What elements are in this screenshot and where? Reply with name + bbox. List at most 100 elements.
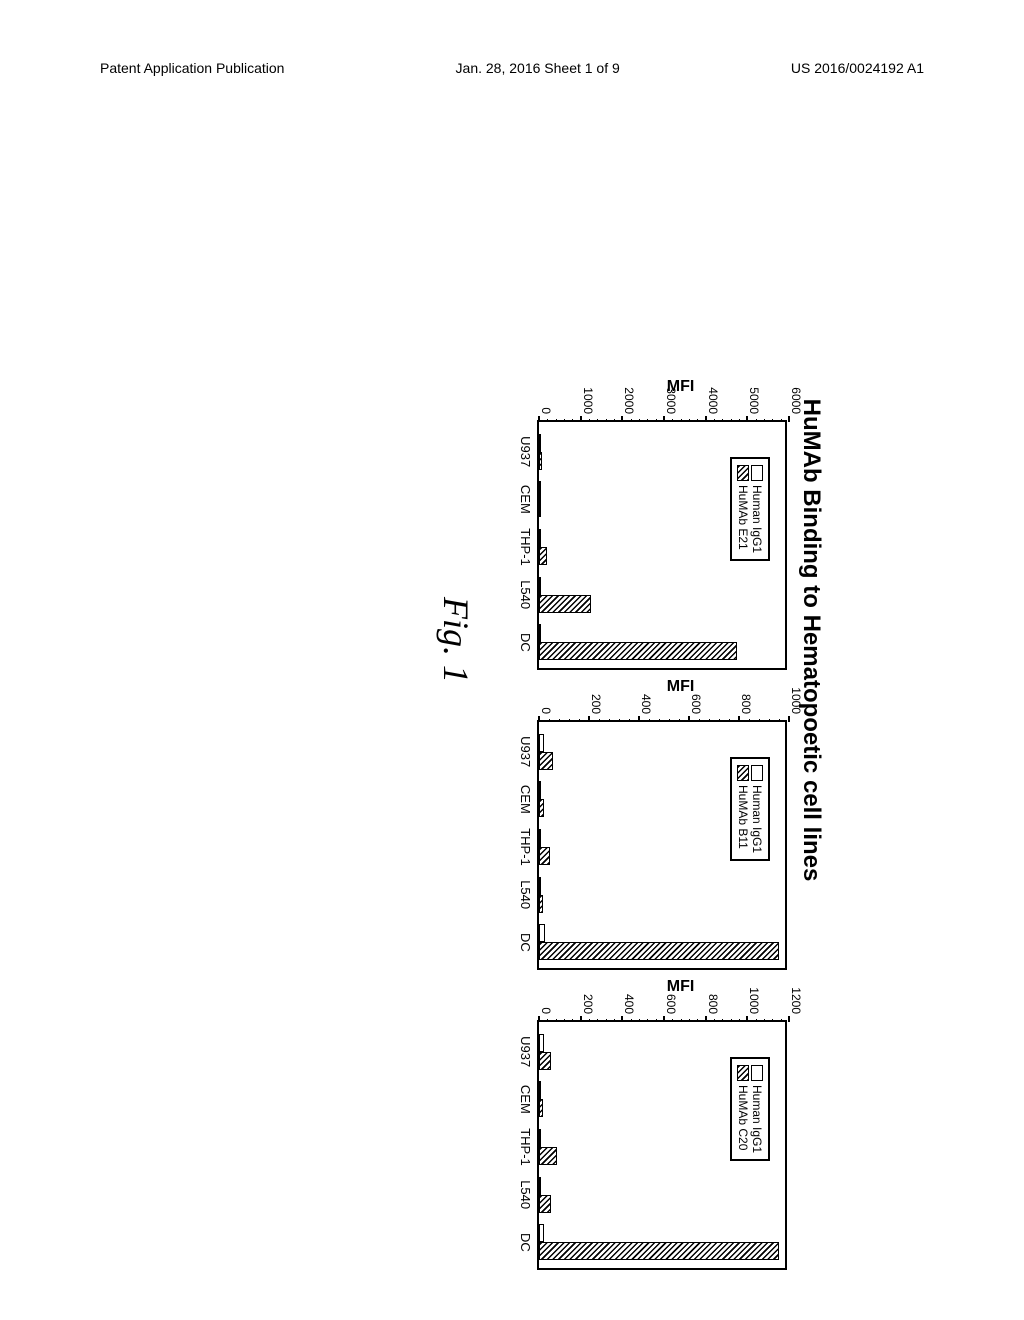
- y-minor-tick: [764, 419, 765, 422]
- bar-igg: [539, 924, 545, 942]
- y-minor-tick: [714, 419, 715, 422]
- y-tick: [788, 716, 790, 722]
- y-minor-tick: [697, 1019, 698, 1022]
- y-minor-tick: [781, 1019, 782, 1022]
- legend-swatch-hatched: [737, 1065, 749, 1081]
- legend-swatch-open: [751, 765, 763, 781]
- y-minor-tick: [731, 1019, 732, 1022]
- y-minor-tick: [669, 719, 670, 722]
- x-tick-label: THP-1: [518, 828, 533, 866]
- x-tick-label: L540: [518, 580, 533, 609]
- y-tick-label: 600: [689, 694, 703, 714]
- y-tick: [788, 416, 790, 422]
- y-tick: [588, 716, 590, 722]
- y-tick: [621, 416, 623, 422]
- bar-humab: [539, 1052, 552, 1070]
- y-minor-tick: [564, 419, 565, 422]
- y-minor-tick: [606, 1019, 607, 1022]
- y-minor-tick: [722, 1019, 723, 1022]
- bar-igg: [539, 529, 541, 547]
- bar-humab: [539, 547, 547, 565]
- y-minor-tick: [629, 719, 630, 722]
- bar-igg: [539, 734, 545, 752]
- legend-swatch-hatched: [737, 465, 749, 481]
- x-tick-label: L540: [518, 1180, 533, 1209]
- bar-humab: [539, 452, 542, 470]
- y-tick: [746, 416, 748, 422]
- bar-humab: [539, 1195, 552, 1213]
- y-minor-tick: [739, 1019, 740, 1022]
- y-tick: [538, 416, 540, 422]
- y-minor-tick: [647, 419, 648, 422]
- legend-item-test: HuMAb B11: [736, 765, 750, 853]
- y-minor-tick: [729, 719, 730, 722]
- legend-swatch-open: [751, 465, 763, 481]
- y-minor-tick: [639, 1019, 640, 1022]
- y-minor-tick: [749, 719, 750, 722]
- y-minor-tick: [714, 1019, 715, 1022]
- chart-1: MFI02004006008001000U937CEMTHP-1L540DCHu…: [537, 720, 787, 970]
- y-minor-tick: [756, 1019, 757, 1022]
- legend-item-control: Human IgG1: [750, 465, 764, 553]
- y-minor-tick: [614, 419, 615, 422]
- y-minor-tick: [579, 719, 580, 722]
- y-tick: [538, 1016, 540, 1022]
- y-tick: [580, 1016, 582, 1022]
- y-minor-tick: [681, 419, 682, 422]
- x-tick-label: U937: [518, 736, 533, 767]
- bar-humab: [539, 1147, 557, 1165]
- bar-humab: [539, 595, 591, 613]
- y-minor-tick: [764, 1019, 765, 1022]
- y-tick: [688, 716, 690, 722]
- y-tick-label: 6000: [789, 387, 803, 414]
- y-minor-tick: [619, 719, 620, 722]
- y-minor-tick: [689, 1019, 690, 1022]
- y-minor-tick: [759, 719, 760, 722]
- y-minor-tick: [779, 719, 780, 722]
- x-tick-label: THP-1: [518, 1128, 533, 1166]
- y-tick-label: 0: [539, 707, 553, 714]
- y-minor-tick: [756, 419, 757, 422]
- bar-humab: [539, 847, 550, 865]
- legend-label: Human IgG1: [750, 485, 764, 553]
- bar-humab: [539, 895, 543, 913]
- y-tick-label: 4000: [706, 387, 720, 414]
- header-right: US 2016/0024192 A1: [791, 60, 924, 76]
- legend-item-control: Human IgG1: [750, 1065, 764, 1153]
- legend-swatch-hatched: [737, 765, 749, 781]
- x-tick-label: CEM: [518, 1085, 533, 1114]
- charts-row: MFI0100020003000400050006000U937CEMTHP-1…: [507, 375, 787, 905]
- x-tick-label: CEM: [518, 485, 533, 514]
- bar-humab: [539, 1242, 779, 1260]
- header-left: Patent Application Publication: [100, 60, 284, 76]
- bar-igg: [539, 1034, 544, 1052]
- y-minor-tick: [599, 719, 600, 722]
- legend-swatch-open: [751, 1065, 763, 1081]
- y-tick: [580, 416, 582, 422]
- bar-igg: [539, 434, 541, 452]
- legend: Human IgG1HuMAb E21: [730, 457, 770, 561]
- bar-humab: [539, 799, 544, 817]
- y-tick-label: 0: [539, 407, 553, 414]
- y-minor-tick: [589, 419, 590, 422]
- y-minor-tick: [606, 419, 607, 422]
- bar-igg: [539, 624, 541, 642]
- y-tick: [663, 416, 665, 422]
- legend-item-control: Human IgG1: [750, 765, 764, 853]
- y-minor-tick: [772, 419, 773, 422]
- y-minor-tick: [547, 419, 548, 422]
- y-minor-tick: [722, 419, 723, 422]
- legend-item-test: HuMAb E21: [736, 465, 750, 553]
- y-minor-tick: [709, 719, 710, 722]
- y-tick-label: 400: [622, 994, 636, 1014]
- y-tick-label: 1000: [789, 687, 803, 714]
- legend: Human IgG1HuMAb B11: [730, 757, 770, 861]
- chart-2: MFI020040060080010001200U937CEMTHP-1L540…: [537, 1020, 787, 1270]
- figure-container: HuMAb Binding to Hematopoetic cell lines…: [45, 375, 825, 905]
- bar-humab: [539, 642, 737, 660]
- legend-label: HuMAb C20: [736, 1085, 750, 1150]
- bar-igg: [539, 1129, 541, 1147]
- bar-igg: [539, 481, 541, 499]
- bar-humab: [539, 1099, 543, 1117]
- y-tick-label: 1000: [581, 387, 595, 414]
